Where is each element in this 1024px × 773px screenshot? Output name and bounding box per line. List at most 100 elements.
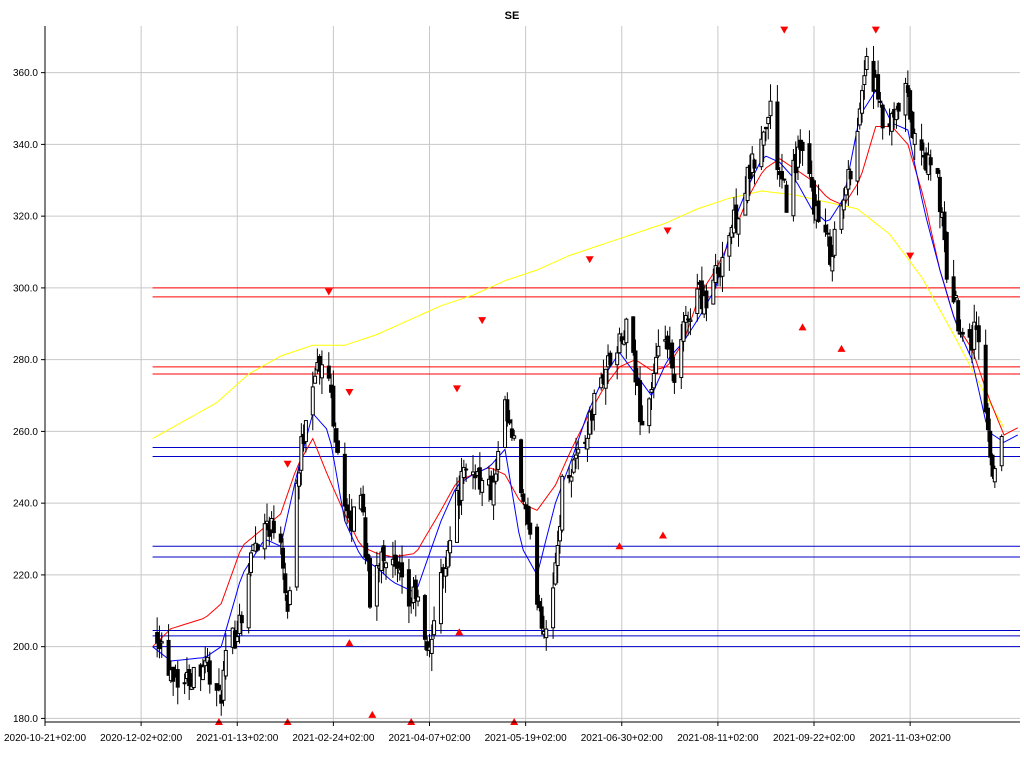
candle-body bbox=[384, 562, 389, 569]
candle-body bbox=[745, 166, 750, 202]
candle-body bbox=[480, 480, 485, 493]
candle-body bbox=[734, 204, 739, 229]
candle-body bbox=[976, 325, 981, 343]
candle-body bbox=[473, 475, 478, 479]
candle-body bbox=[686, 318, 691, 321]
candle-body bbox=[331, 385, 336, 427]
candle-body bbox=[267, 524, 272, 537]
ma-yellow-line bbox=[152, 190, 1005, 440]
candle-body bbox=[461, 466, 466, 479]
candle-body bbox=[425, 641, 430, 651]
candle-body bbox=[283, 573, 288, 594]
candle-body bbox=[638, 380, 643, 423]
candle-body bbox=[182, 682, 187, 685]
candle-body bbox=[237, 614, 242, 635]
candle-body bbox=[855, 130, 860, 182]
candle-body bbox=[752, 159, 757, 169]
candle-body bbox=[159, 641, 164, 644]
x-tick-label: 2020-12-02+02:00 bbox=[100, 733, 182, 744]
candle-body bbox=[905, 85, 910, 93]
candle-body bbox=[944, 232, 949, 280]
sell-marker bbox=[324, 288, 333, 296]
candle-body bbox=[528, 522, 533, 535]
y-tick-label: 220.0 bbox=[13, 570, 38, 581]
candle-body bbox=[782, 178, 787, 181]
candle-body bbox=[512, 435, 517, 439]
candle-body bbox=[878, 100, 883, 103]
candle-body bbox=[688, 319, 693, 322]
x-tick-label: 2020-10-21+02:00 bbox=[4, 733, 86, 744]
candle-body bbox=[839, 205, 844, 230]
candle-body bbox=[345, 504, 350, 512]
candle-body bbox=[166, 639, 171, 676]
x-tick-label: 2021-06-30+02:00 bbox=[581, 733, 663, 744]
candle-body bbox=[459, 470, 464, 501]
y-tick-label: 360.0 bbox=[13, 68, 38, 79]
y-tick-label: 260.0 bbox=[13, 427, 38, 438]
candle-body bbox=[544, 628, 549, 639]
candle-body bbox=[347, 510, 352, 519]
y-tick-label: 280.0 bbox=[13, 355, 38, 366]
candle-body bbox=[379, 551, 384, 572]
candle-body bbox=[848, 170, 853, 180]
candle-body bbox=[221, 669, 226, 701]
candle-body bbox=[207, 660, 212, 685]
candle-body bbox=[413, 579, 418, 600]
candle-body bbox=[953, 295, 958, 298]
candle-body bbox=[816, 200, 821, 222]
candle-body bbox=[203, 660, 208, 667]
candle-body bbox=[477, 467, 482, 490]
candle-body bbox=[894, 108, 899, 121]
candle-body bbox=[313, 375, 318, 384]
candle-body bbox=[342, 453, 347, 507]
sell-marker bbox=[906, 252, 915, 260]
candle-body bbox=[779, 171, 784, 180]
candle-body bbox=[587, 411, 592, 435]
candle-body bbox=[828, 236, 833, 265]
candle-body bbox=[590, 410, 595, 421]
candle-body bbox=[592, 392, 597, 416]
candle-body bbox=[784, 184, 789, 213]
sell-marker bbox=[585, 256, 594, 264]
candle-body bbox=[361, 493, 366, 513]
candle-body bbox=[539, 606, 544, 629]
candle-body bbox=[573, 454, 578, 459]
candle-body bbox=[271, 520, 276, 534]
candle-body bbox=[187, 669, 192, 687]
candle-body bbox=[768, 100, 773, 117]
candle-body bbox=[262, 523, 267, 550]
candle-body bbox=[681, 321, 686, 342]
candle-body bbox=[841, 199, 846, 211]
candle-body bbox=[493, 473, 498, 482]
candle-body bbox=[766, 116, 771, 125]
x-tick-label: 2021-11-03+02:00 bbox=[870, 733, 952, 744]
candle-body bbox=[791, 159, 796, 217]
candles bbox=[155, 45, 1004, 716]
candle-body bbox=[695, 288, 700, 314]
candle-body bbox=[491, 481, 496, 506]
candle-body bbox=[967, 329, 972, 338]
candle-body bbox=[889, 113, 894, 132]
candle-body bbox=[876, 74, 881, 100]
candle-body bbox=[381, 545, 386, 562]
candle-body bbox=[519, 439, 524, 494]
candle-body bbox=[363, 517, 368, 558]
candle-body bbox=[432, 620, 437, 636]
sell-marker bbox=[663, 227, 672, 235]
candle-body bbox=[990, 454, 995, 477]
candle-body bbox=[235, 636, 240, 643]
candle-body bbox=[896, 102, 901, 112]
buy-marker bbox=[345, 639, 354, 647]
candle-body bbox=[551, 587, 556, 629]
candle-body bbox=[537, 601, 542, 609]
candle-body bbox=[157, 639, 162, 650]
candle-body bbox=[294, 482, 299, 588]
candle-body bbox=[155, 632, 160, 644]
candle-body bbox=[983, 344, 988, 413]
buy-marker bbox=[455, 628, 464, 636]
buy-marker bbox=[798, 323, 807, 331]
candle-body bbox=[937, 176, 942, 213]
candle-body bbox=[505, 399, 510, 422]
